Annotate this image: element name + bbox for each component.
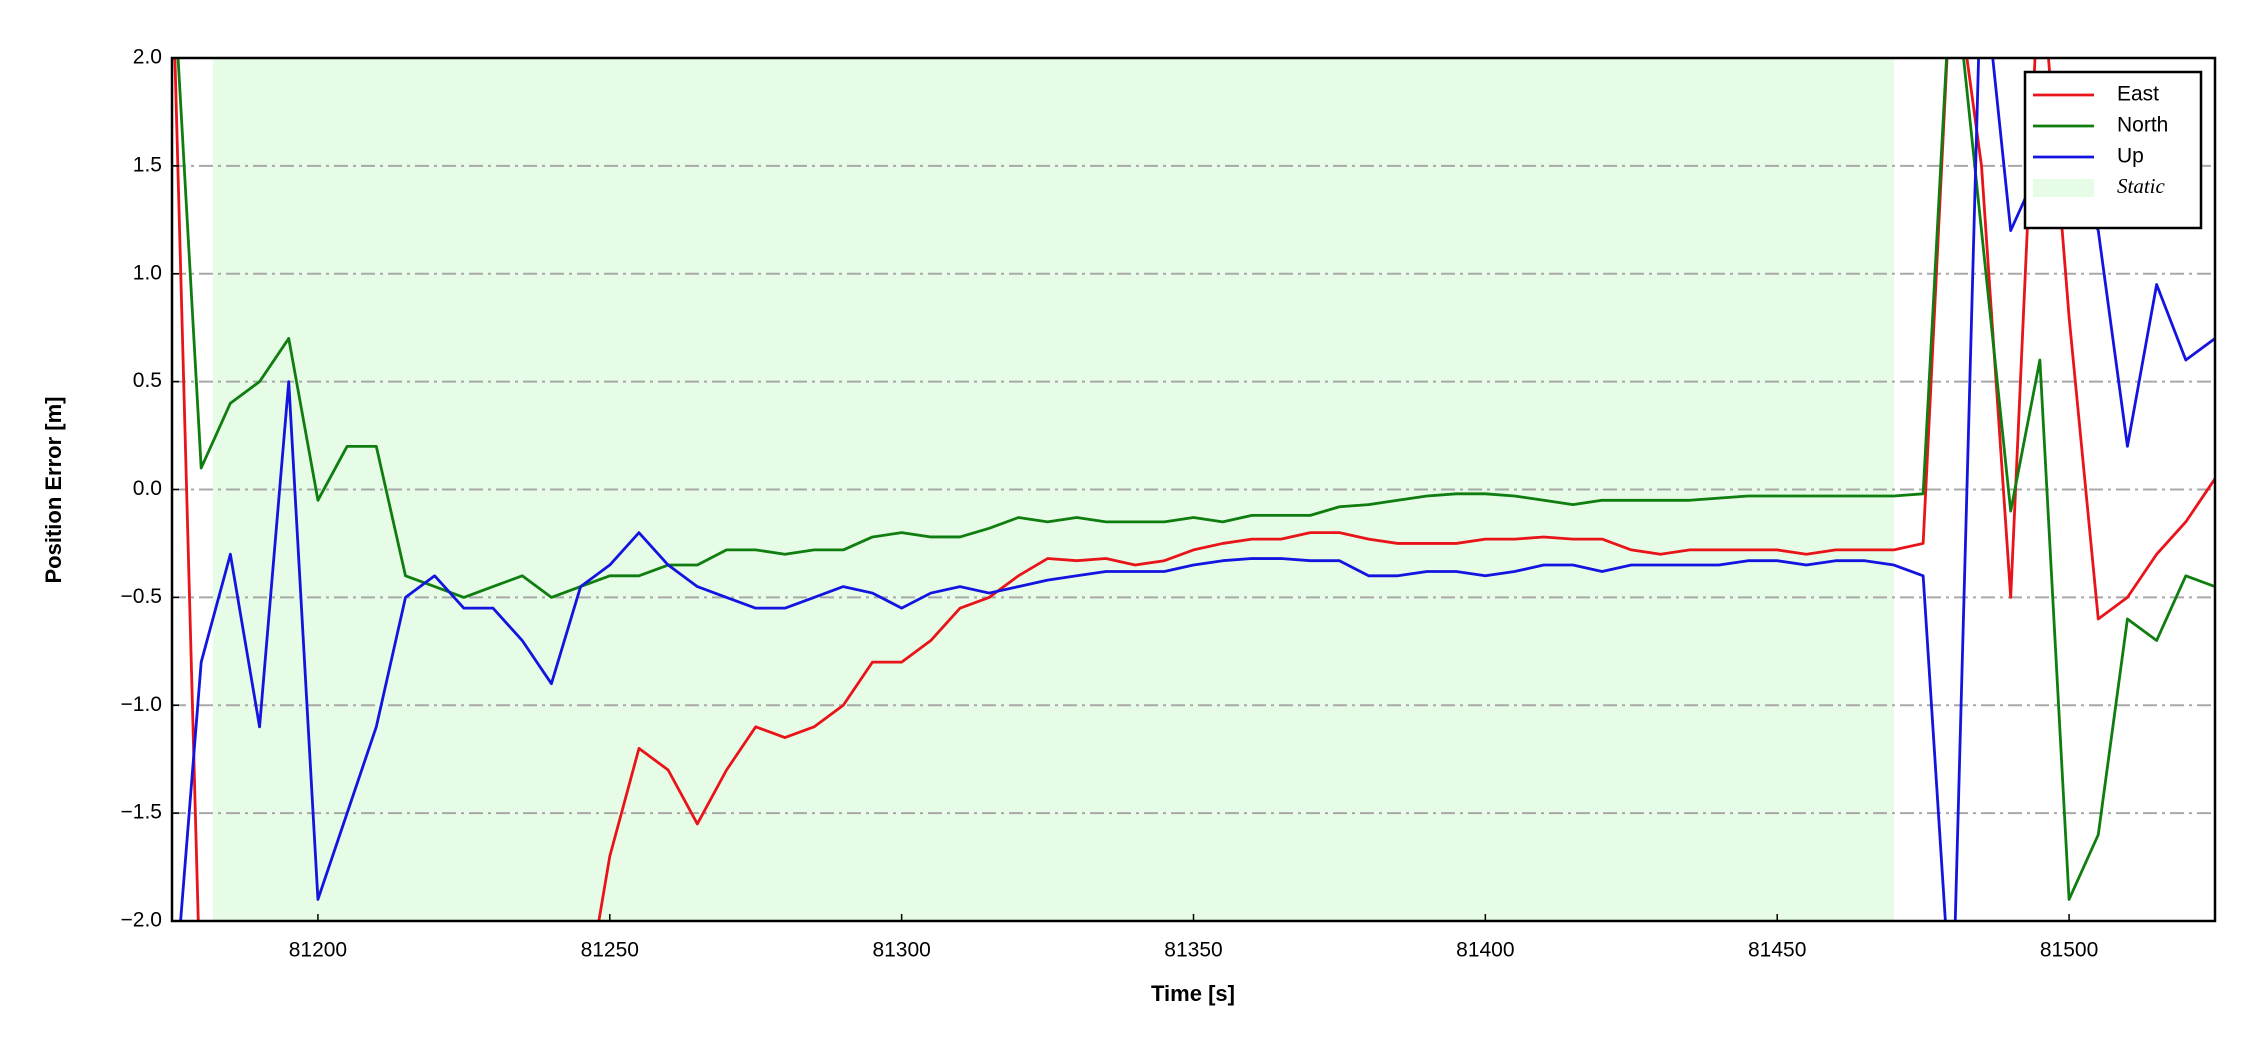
y-tick-label: −2.0 bbox=[121, 909, 162, 932]
y-axis-label: Position Error [m] bbox=[41, 396, 66, 583]
x-tick-label: 81200 bbox=[289, 939, 347, 962]
y-tick-label: −1.5 bbox=[121, 801, 162, 824]
y-tick-label: 1.5 bbox=[133, 153, 162, 176]
x-tick-label: 81500 bbox=[2040, 939, 2098, 962]
legend-label: Static bbox=[2117, 174, 2166, 198]
x-tick-label: 81350 bbox=[1164, 939, 1222, 962]
x-tick-label: 81250 bbox=[581, 939, 639, 962]
plot-frame bbox=[170, 56, 2217, 923]
x-tick-label: 81450 bbox=[1748, 939, 1806, 962]
y-tick-label: 2.0 bbox=[133, 46, 162, 69]
series-line bbox=[179, 58, 2215, 921]
legend-label: East bbox=[2117, 83, 2159, 106]
x-tick-label: 81300 bbox=[872, 939, 930, 962]
legend-label: North bbox=[2117, 114, 2168, 137]
x-tick-label: 81400 bbox=[1456, 939, 1514, 962]
y-tick-label: 1.0 bbox=[133, 261, 162, 284]
legend-box bbox=[2023, 70, 2203, 230]
y-tick-label: 0.0 bbox=[133, 477, 162, 500]
y-tick-label: −0.5 bbox=[121, 585, 162, 608]
series-line bbox=[176, 58, 2215, 901]
y-tick-label: −1.0 bbox=[121, 693, 162, 716]
y-tick-label: 0.5 bbox=[133, 369, 162, 392]
plot-area bbox=[172, 57, 2215, 922]
legend-swatch bbox=[2033, 179, 2094, 197]
legend-label: Up bbox=[2117, 145, 2144, 168]
series-line bbox=[173, 58, 2215, 921]
x-axis-label: Time [s] bbox=[1151, 981, 1235, 1006]
